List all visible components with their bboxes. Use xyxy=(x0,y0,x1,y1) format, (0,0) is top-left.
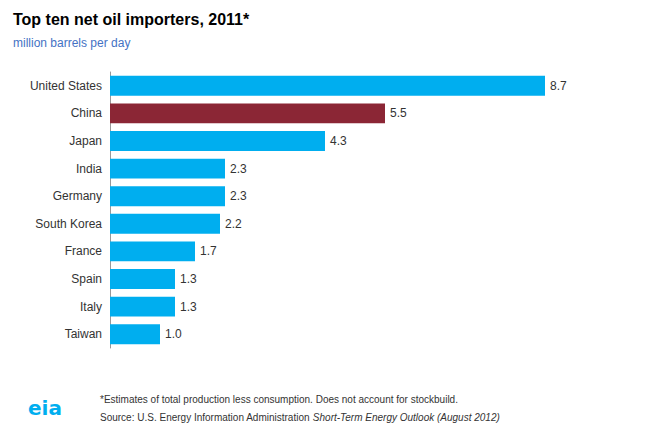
svg-text:1.3: 1.3 xyxy=(180,272,197,286)
svg-text:United States: United States xyxy=(30,79,102,93)
svg-text:Short-Term Energy Outlook (Aug: Short-Term Energy Outlook (August 2012) xyxy=(313,412,500,423)
svg-text:8.7: 8.7 xyxy=(550,79,567,93)
svg-text:1.3: 1.3 xyxy=(180,300,197,314)
svg-text:Germany: Germany xyxy=(53,189,102,203)
svg-text:India: India xyxy=(76,162,102,176)
svg-text:France: France xyxy=(65,244,103,258)
svg-text:1.0: 1.0 xyxy=(165,327,182,341)
svg-text:Source: U.S. Energy Informatio: Source: U.S. Energy Information Administ… xyxy=(100,412,310,423)
svg-text:Taiwan: Taiwan xyxy=(65,327,102,341)
svg-text:2.3: 2.3 xyxy=(230,162,247,176)
svg-text:*Estimates of total production: *Estimates of total production less cons… xyxy=(100,394,458,405)
svg-text:2.3: 2.3 xyxy=(230,189,247,203)
svg-text:Italy: Italy xyxy=(80,300,102,314)
svg-text:Spain: Spain xyxy=(71,272,102,286)
svg-text:1.7: 1.7 xyxy=(200,244,217,258)
svg-text:2.2: 2.2 xyxy=(225,217,242,231)
svg-text:4.3: 4.3 xyxy=(330,134,347,148)
svg-text:Japan: Japan xyxy=(69,134,102,148)
svg-text:5.5: 5.5 xyxy=(390,106,407,120)
svg-text:South Korea: South Korea xyxy=(35,217,102,231)
svg-text:eia: eia xyxy=(28,396,62,420)
svg-text:Top ten net oil importers, 201: Top ten net oil importers, 2011* xyxy=(13,11,250,28)
svg-text:million barrels per day: million barrels per day xyxy=(13,36,130,50)
svg-text:China: China xyxy=(71,106,103,120)
